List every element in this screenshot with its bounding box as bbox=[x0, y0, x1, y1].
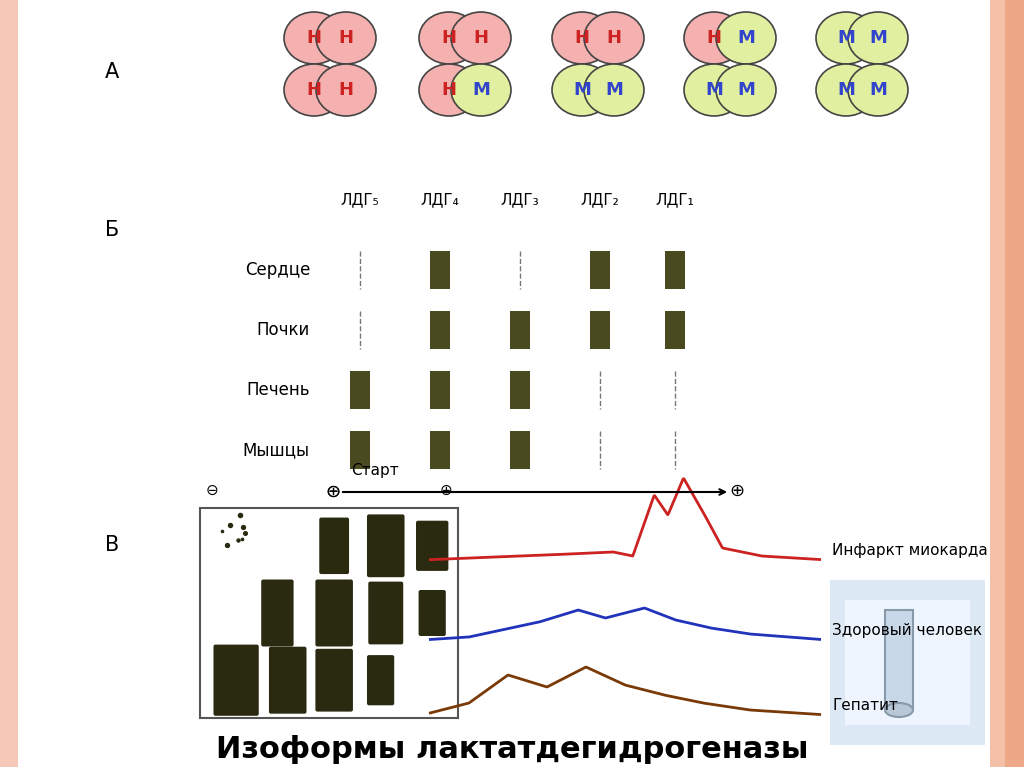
Text: H: H bbox=[473, 29, 488, 47]
Text: M: M bbox=[837, 29, 855, 47]
Ellipse shape bbox=[885, 703, 913, 717]
FancyBboxPatch shape bbox=[261, 580, 294, 647]
Bar bbox=[430, 431, 450, 469]
Text: ЛДГ₁: ЛДГ₁ bbox=[655, 193, 694, 208]
FancyBboxPatch shape bbox=[315, 580, 353, 647]
Text: Б: Б bbox=[105, 220, 119, 240]
Text: В: В bbox=[105, 535, 119, 555]
Ellipse shape bbox=[848, 12, 908, 64]
FancyBboxPatch shape bbox=[213, 644, 259, 716]
Ellipse shape bbox=[684, 64, 744, 116]
Bar bbox=[0, 0, 18, 767]
Text: Здоровый человек: Здоровый человек bbox=[831, 623, 982, 637]
Text: H: H bbox=[339, 81, 353, 99]
Text: ЛДГ₃: ЛДГ₃ bbox=[501, 193, 540, 208]
Ellipse shape bbox=[451, 64, 511, 116]
Text: ЛДГ₅: ЛДГ₅ bbox=[341, 193, 379, 208]
Bar bbox=[430, 371, 450, 409]
Text: M: M bbox=[605, 81, 623, 99]
Ellipse shape bbox=[419, 64, 479, 116]
Text: ⊕: ⊕ bbox=[729, 482, 744, 500]
Text: ⊕: ⊕ bbox=[326, 483, 341, 501]
FancyBboxPatch shape bbox=[369, 581, 403, 644]
Text: M: M bbox=[737, 81, 755, 99]
Text: M: M bbox=[837, 81, 855, 99]
Ellipse shape bbox=[684, 12, 744, 64]
Ellipse shape bbox=[316, 64, 376, 116]
Bar bbox=[430, 311, 450, 349]
Text: ⊖: ⊖ bbox=[326, 483, 341, 501]
Text: Гепатит: Гепатит bbox=[831, 697, 898, 713]
Text: H: H bbox=[306, 29, 322, 47]
FancyBboxPatch shape bbox=[367, 515, 404, 578]
Text: ⊕: ⊕ bbox=[439, 483, 453, 498]
Ellipse shape bbox=[848, 64, 908, 116]
Ellipse shape bbox=[584, 12, 644, 64]
Text: Почки: Почки bbox=[257, 321, 310, 339]
Bar bbox=[350, 431, 370, 469]
Ellipse shape bbox=[716, 12, 776, 64]
Ellipse shape bbox=[584, 64, 644, 116]
Text: M: M bbox=[573, 81, 591, 99]
Text: H: H bbox=[441, 29, 457, 47]
Bar bbox=[990, 0, 1005, 767]
Text: Изоформы лактатдегидрогеназы: Изоформы лактатдегидрогеназы bbox=[216, 736, 808, 765]
Bar bbox=[510, 371, 530, 409]
Bar bbox=[665, 251, 685, 289]
Text: А: А bbox=[105, 62, 119, 82]
Text: H: H bbox=[339, 29, 353, 47]
Bar bbox=[590, 251, 610, 289]
Ellipse shape bbox=[816, 64, 876, 116]
Bar bbox=[885, 610, 913, 710]
Ellipse shape bbox=[419, 12, 479, 64]
Bar bbox=[830, 580, 985, 745]
Bar bbox=[665, 311, 685, 349]
Ellipse shape bbox=[284, 12, 344, 64]
Bar bbox=[510, 311, 530, 349]
Text: M: M bbox=[869, 29, 887, 47]
Text: M: M bbox=[737, 29, 755, 47]
Ellipse shape bbox=[816, 12, 876, 64]
Text: Старт: Старт bbox=[351, 463, 399, 478]
Text: H: H bbox=[707, 29, 722, 47]
Text: ЛДГ₄: ЛДГ₄ bbox=[421, 193, 460, 208]
Ellipse shape bbox=[716, 64, 776, 116]
Bar bbox=[845, 600, 970, 725]
FancyBboxPatch shape bbox=[419, 590, 445, 636]
Text: H: H bbox=[306, 81, 322, 99]
Bar bbox=[430, 251, 450, 289]
Text: Мышцы: Мышцы bbox=[243, 441, 310, 459]
Text: H: H bbox=[606, 29, 622, 47]
Bar bbox=[590, 311, 610, 349]
FancyBboxPatch shape bbox=[319, 518, 349, 574]
Text: ЛДГ₂: ЛДГ₂ bbox=[581, 193, 620, 208]
FancyBboxPatch shape bbox=[416, 521, 449, 571]
Text: H: H bbox=[441, 81, 457, 99]
Bar bbox=[200, 508, 458, 718]
Bar bbox=[1005, 0, 1024, 767]
Bar bbox=[510, 431, 530, 469]
FancyBboxPatch shape bbox=[367, 655, 394, 706]
Text: ⊖: ⊖ bbox=[206, 483, 218, 498]
Ellipse shape bbox=[552, 12, 612, 64]
Text: M: M bbox=[869, 81, 887, 99]
Ellipse shape bbox=[316, 12, 376, 64]
Text: Печень: Печень bbox=[247, 381, 310, 399]
Text: M: M bbox=[472, 81, 489, 99]
Text: M: M bbox=[706, 81, 723, 99]
Bar bbox=[350, 371, 370, 409]
FancyBboxPatch shape bbox=[269, 647, 306, 714]
Text: Сердце: Сердце bbox=[245, 261, 310, 279]
Ellipse shape bbox=[284, 64, 344, 116]
Ellipse shape bbox=[451, 12, 511, 64]
Text: Инфаркт миокарда: Инфаркт миокарда bbox=[831, 542, 988, 558]
FancyBboxPatch shape bbox=[315, 649, 353, 712]
Text: H: H bbox=[574, 29, 590, 47]
Ellipse shape bbox=[552, 64, 612, 116]
